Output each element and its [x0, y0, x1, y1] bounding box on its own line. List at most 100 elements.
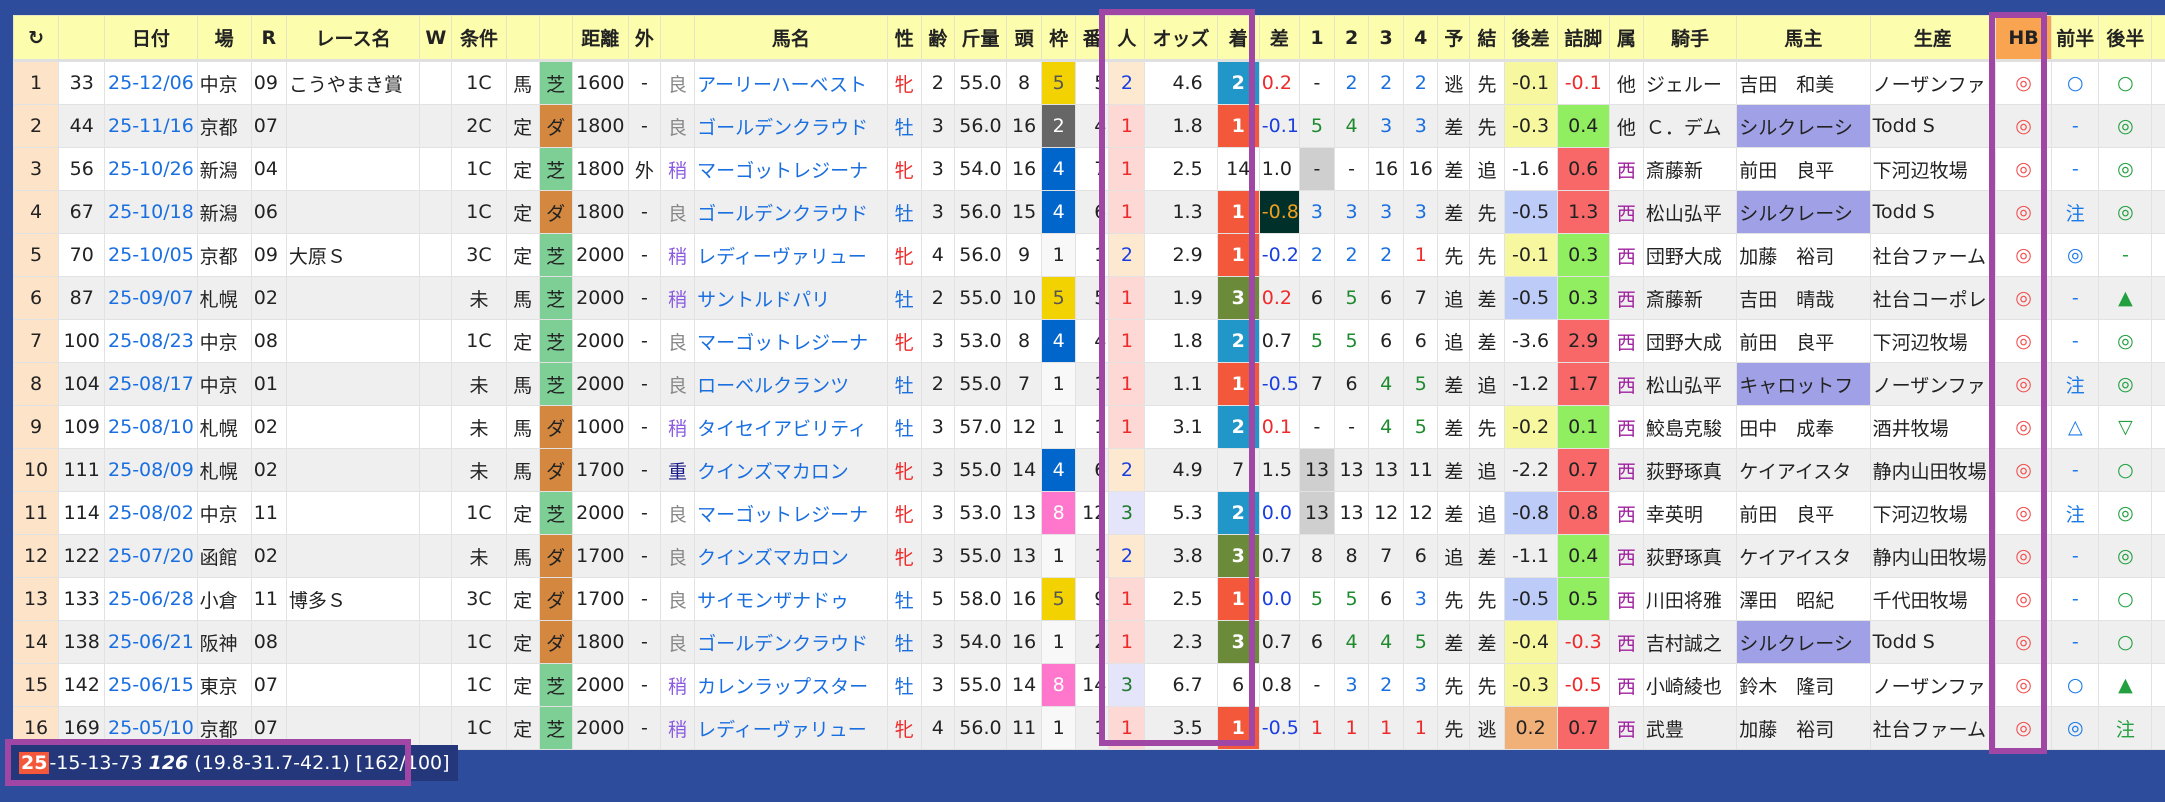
jockey-cell[interactable]: 鮫島克駿: [1642, 405, 1738, 449]
horse-name-cell[interactable]: マーゴットレジーナ: [694, 319, 888, 363]
horse-name-cell[interactable]: レディーヴァリュー: [694, 233, 888, 277]
header-corner-3[interactable]: 3: [1368, 15, 1405, 62]
horse-name-cell[interactable]: クインズマカロン: [694, 448, 888, 492]
jockey-cell[interactable]: 団野大成: [1642, 319, 1738, 363]
jockey-cell[interactable]: 団野大成: [1642, 233, 1738, 277]
header-distance[interactable]: 距離: [571, 15, 629, 62]
header-date[interactable]: 日付: [104, 15, 198, 62]
date-cell[interactable]: 25-08/17: [104, 362, 198, 406]
header-actual-style[interactable]: 結: [1469, 15, 1505, 62]
table-row[interactable]: 11 114 25-08/02 中京 11 1C 定芝 2000- 良マーゴットレジーナ牝 3 53…: [12, 491, 2165, 535]
header-last-mark[interactable]: 最: [2151, 15, 2165, 62]
table-row[interactable]: 1 33 25-12/06 中京 09 こうやまき賞 1C 馬芝 1600- 良アーリーハーベスト…: [12, 60, 2165, 105]
date-cell[interactable]: 25-08/23: [104, 319, 198, 363]
header-corner-1[interactable]: 1: [1298, 15, 1336, 62]
date-cell[interactable]: 25-06/21: [104, 620, 198, 664]
date-cell[interactable]: 25-09/07: [104, 276, 198, 320]
header-hb-mark[interactable]: HB: [1995, 15, 2053, 62]
horse-name-cell[interactable]: レディーヴァリュー: [694, 706, 888, 750]
horse-name-cell[interactable]: サイモンザナドゥ: [694, 577, 888, 621]
header-jockey[interactable]: 騎手: [1642, 15, 1738, 62]
table-row[interactable]: 14 138 25-06/21 阪神 08 1C 定ダ 1800- 良ゴールデンクラウド牡 3 54…: [12, 620, 2165, 664]
table-row[interactable]: 12 122 25-07/20 函館 02 未馬ダ 1700- 良クインズマカロン牝 3 55.0…: [12, 534, 2165, 578]
date-cell[interactable]: 25-07/20: [104, 534, 198, 578]
header-outer[interactable]: 外: [627, 15, 661, 62]
horse-name-cell[interactable]: クインズマカロン: [694, 534, 888, 578]
header-waku[interactable]: 枠: [1041, 15, 1077, 62]
header-late-diff[interactable]: 後差: [1503, 15, 1558, 62]
header-age[interactable]: 齢: [920, 15, 955, 62]
horse-name-cell[interactable]: ゴールデンクラウド: [694, 190, 888, 234]
horse-name-cell[interactable]: ゴールデンクラウド: [694, 620, 888, 664]
horse-name-cell[interactable]: ローベルクランツ: [694, 362, 888, 406]
table-row[interactable]: 16 169 25-05/10 京都 07 1C 定芝 2000- 稍レディーヴァリュー牝 4 56…: [12, 706, 2165, 750]
table-row[interactable]: 7 100 25-08/23 中京 08 1C 定芝 2000- 良マーゴットレジーナ牝 3 53.…: [12, 319, 2165, 363]
date-cell[interactable]: 25-05/10: [104, 706, 198, 750]
jockey-cell[interactable]: 武豊: [1642, 706, 1738, 750]
horse-name-cell[interactable]: サントルドパリ: [694, 276, 888, 320]
jockey-cell[interactable]: 小崎綾也: [1642, 663, 1738, 707]
header-venue[interactable]: 場: [196, 15, 252, 62]
jockey-cell[interactable]: Ｃ．デム: [1642, 104, 1738, 148]
header-predicted-style[interactable]: 予: [1437, 15, 1471, 62]
header-horse-name[interactable]: 馬名: [694, 15, 888, 62]
horse-name-cell[interactable]: ゴールデンクラウド: [694, 104, 888, 148]
header-owner[interactable]: 馬主: [1736, 15, 1871, 62]
jockey-cell[interactable]: ジェルー: [1642, 60, 1738, 105]
header-closing[interactable]: 詰脚: [1556, 15, 1610, 62]
date-cell[interactable]: 25-10/18: [104, 190, 198, 234]
header-affiliation[interactable]: 属: [1608, 15, 1644, 62]
jockey-cell[interactable]: 吉村誠之: [1642, 620, 1738, 664]
reload-icon[interactable]: ↻: [28, 26, 45, 49]
table-row[interactable]: 4 67 25-10/18 新潟 06 1C 定ダ 1800- 良ゴールデンクラウド牡 3 56.0…: [12, 190, 2165, 234]
header-number[interactable]: [58, 15, 106, 62]
date-cell[interactable]: 25-12/06: [104, 60, 198, 105]
header-surface[interactable]: [538, 15, 573, 62]
header-corner-2[interactable]: 2: [1334, 15, 1370, 62]
jockey-cell[interactable]: 斎藤新: [1642, 276, 1738, 320]
header-weight[interactable]: 斤量: [953, 15, 1008, 62]
date-cell[interactable]: 25-06/15: [104, 663, 198, 707]
jockey-cell[interactable]: 松山弘平: [1642, 362, 1738, 406]
jockey-cell[interactable]: 荻野琢真: [1642, 448, 1738, 492]
table-row[interactable]: 10 111 25-08/09 札幌 02 未馬ダ 1700- 重クインズマカロン牝 3 55.0…: [12, 448, 2165, 492]
horse-name-cell[interactable]: マーゴットレジーナ: [694, 491, 888, 535]
date-cell[interactable]: 25-08/10: [104, 405, 198, 449]
jockey-cell[interactable]: 幸英明: [1642, 491, 1738, 535]
date-cell[interactable]: 25-08/09: [104, 448, 198, 492]
date-cell[interactable]: 25-10/05: [104, 233, 198, 277]
jockey-cell[interactable]: 斎藤新: [1642, 147, 1738, 191]
header-heads[interactable]: 頭: [1006, 15, 1043, 62]
header-condition[interactable]: [505, 15, 540, 62]
date-cell[interactable]: 25-11/16: [104, 104, 198, 148]
table-row[interactable]: 2 44 25-11/16 京都 07 2C 定ダ 1800- 良ゴールデンクラウド牡 3 56.0…: [12, 104, 2165, 148]
date-cell[interactable]: 25-08/02: [104, 491, 198, 535]
header-margin[interactable]: 差: [1258, 15, 1300, 62]
date-cell[interactable]: 25-06/28: [104, 577, 198, 621]
header-corner-4[interactable]: 4: [1403, 15, 1439, 62]
table-row[interactable]: 9 109 25-08/10 札幌 02 未馬ダ 1000- 稍タイセイアビリティ牡 3 57.0…: [12, 405, 2165, 449]
header-breeder[interactable]: 生産: [1869, 15, 1997, 62]
jockey-cell[interactable]: 荻野琢真: [1642, 534, 1738, 578]
header-race-no[interactable]: R: [250, 15, 287, 62]
date-cell[interactable]: 25-10/26: [104, 147, 198, 191]
table-row[interactable]: 3 56 25-10/26 新潟 04 1C 定芝 1800 外稍マーゴットレジーナ牝 3 54.0…: [12, 147, 2165, 191]
table-row[interactable]: 5 70 25-10/05 京都 09 大原Ｓ 3C 定芝 2000- 稍レディーヴァリュー牝 4 5…: [12, 233, 2165, 277]
header-class[interactable]: 条件: [451, 15, 507, 62]
horse-name-cell[interactable]: カレンラップスター: [694, 663, 888, 707]
table-row[interactable]: 13 133 25-06/28 小倉 11 博多Ｓ 3C 定ダ 1700- 良サイモンザナドゥ牡 5…: [12, 577, 2165, 621]
reload-button[interactable]: ↻: [12, 15, 60, 62]
table-row[interactable]: 15 142 25-06/15 東京 07 1C 定芝 2000- 稍カレンラップスター牡 3 55…: [12, 663, 2165, 707]
header-race-name[interactable]: レース名: [285, 15, 421, 62]
header-horse-no[interactable]: 番: [1075, 15, 1110, 62]
jockey-cell[interactable]: 川田将雅: [1642, 577, 1738, 621]
header-first-half-mark[interactable]: 前半: [2051, 15, 2100, 62]
header-sex[interactable]: 性: [886, 15, 922, 62]
header-popularity[interactable]: 人: [1108, 15, 1146, 62]
horse-name-cell[interactable]: マーゴットレジーナ: [694, 147, 888, 191]
table-row[interactable]: 6 87 25-09/07 札幌 02 未馬芝 2000- 稍サントルドパリ牡 2 55.0 10 5…: [12, 276, 2165, 320]
horse-name-cell[interactable]: アーリーハーベスト: [694, 60, 888, 105]
table-row[interactable]: 8 104 25-08/17 中京 01 未馬芝 2000- 良ローベルクランツ牡 2 55.0 7…: [12, 362, 2165, 406]
header-going[interactable]: [659, 15, 696, 62]
header-second-half-mark[interactable]: 後半: [2098, 15, 2153, 62]
